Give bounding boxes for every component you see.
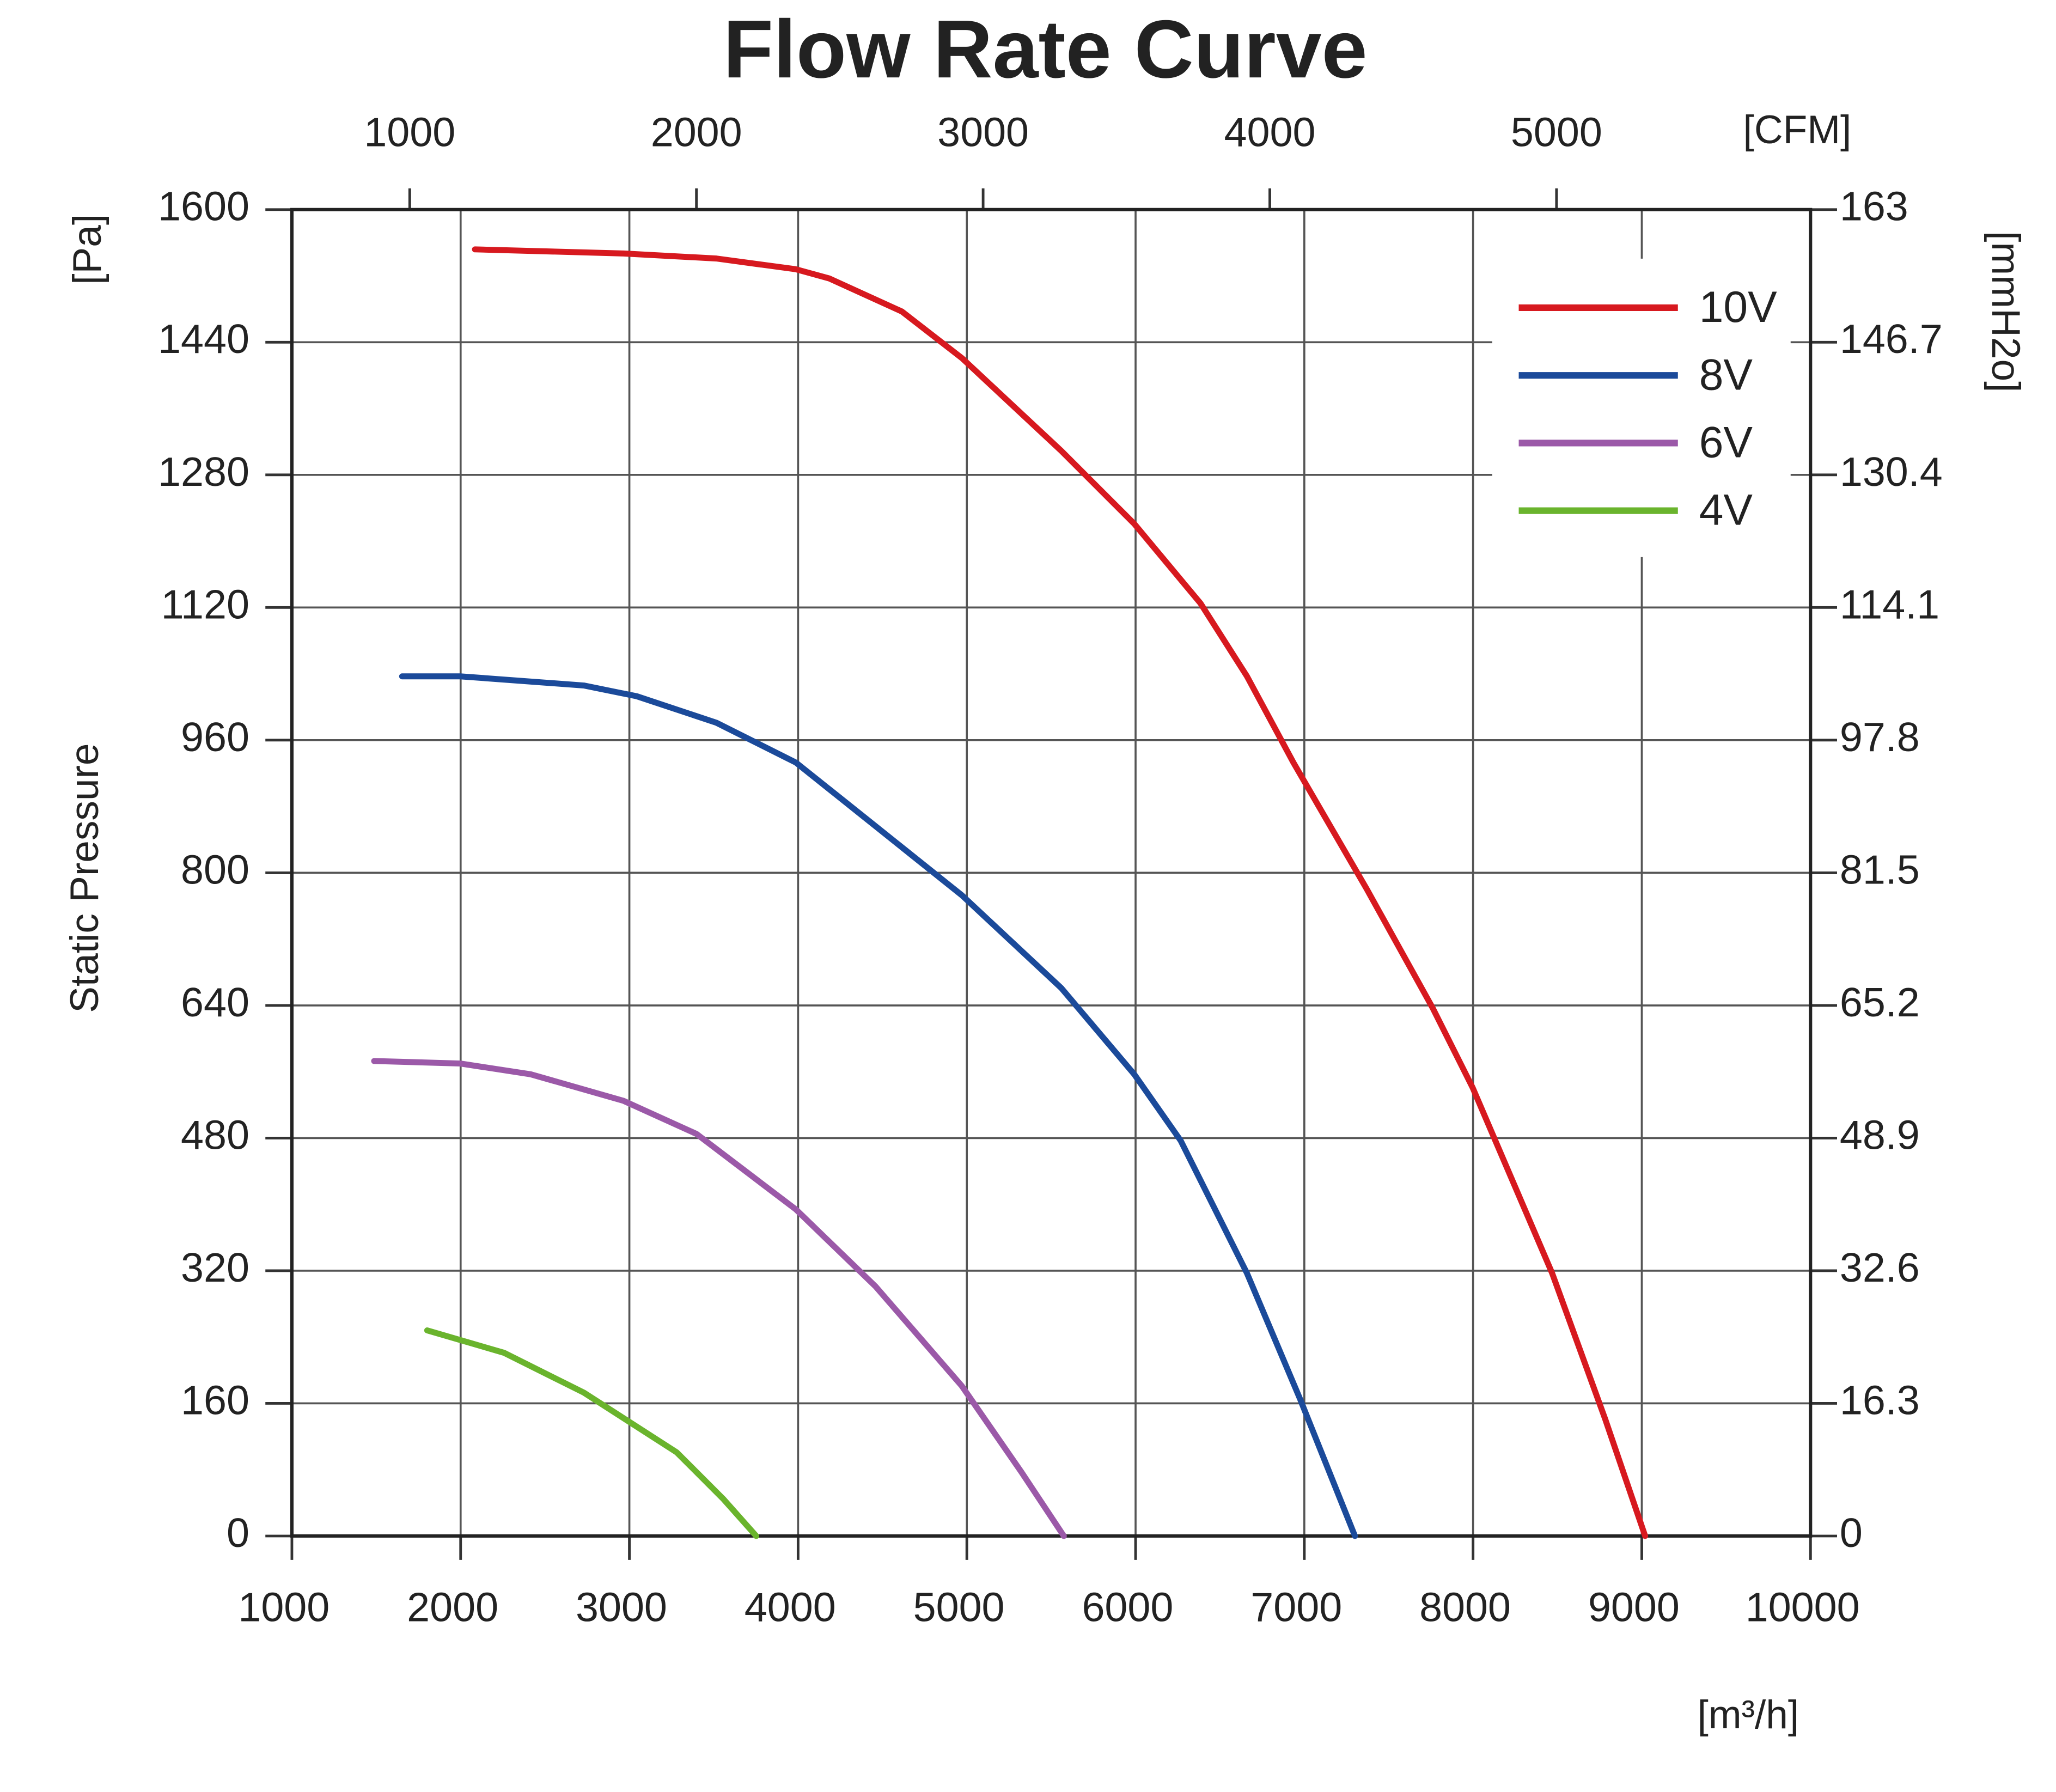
x-tick-label: 8000	[1419, 1584, 1511, 1630]
x2-tick-label: 3000	[937, 109, 1029, 155]
y-tick-label: 800	[181, 846, 249, 892]
y2-tick-label: 48.9	[1840, 1112, 1920, 1157]
y-unit: [Pa]	[65, 214, 109, 285]
y-tick-label: 0	[227, 1510, 249, 1556]
y-tick-label: 640	[181, 979, 249, 1025]
x2-tick-label: 2000	[651, 109, 742, 155]
plot-frame	[290, 208, 1813, 1538]
x-tick-label: 6000	[1082, 1584, 1173, 1630]
y2-tick-label: 16.3	[1840, 1377, 1920, 1423]
y-tick-label: 160	[181, 1377, 249, 1423]
legend-label: 10V	[1699, 283, 1777, 332]
x2-unit: [CFM]	[1743, 108, 1852, 152]
y2-tick-label: 97.8	[1840, 714, 1920, 760]
x-tick-label: 10000	[1746, 1584, 1860, 1630]
y-tick-label: 1120	[161, 581, 249, 627]
y-tick-label: 480	[181, 1112, 249, 1157]
y-tick-label: 960	[181, 714, 249, 760]
x-tick-label: 1000	[238, 1584, 330, 1630]
series-line	[399, 673, 1358, 1539]
x-tick-label: 7000	[1250, 1584, 1342, 1630]
y-axis-label: Static Pressure	[63, 743, 107, 1013]
x-tick-label: 2000	[407, 1584, 498, 1630]
legend-label: 8V	[1699, 350, 1753, 399]
y2-tick-label: 81.5	[1840, 846, 1920, 892]
y2-tick-label: 163	[1840, 184, 1908, 229]
chart-title: Flow Rate Curve	[723, 3, 1368, 95]
y2-tick-label: 146.7	[1840, 316, 1943, 362]
y-tick-label: 1280	[158, 449, 249, 495]
x2-tick-label: 5000	[1511, 109, 1602, 155]
y-tick-label: 1600	[158, 184, 249, 229]
y2-tick-label: 65.2	[1840, 979, 1920, 1025]
y2-tick-label: 32.6	[1840, 1245, 1920, 1290]
series-line	[371, 1058, 1067, 1539]
y2-tick-label: 130.4	[1840, 449, 1943, 495]
y-tick-label: 320	[181, 1245, 249, 1290]
x-tick-label: 3000	[576, 1584, 667, 1630]
y-tick-label: 1440	[158, 316, 249, 362]
legend-label: 6V	[1699, 418, 1753, 467]
series-line	[472, 246, 1649, 1539]
x-tick-label: 4000	[745, 1584, 836, 1630]
x2-tick-label: 1000	[364, 109, 455, 155]
legend-label: 4V	[1699, 486, 1753, 535]
x-tick-label: 5000	[913, 1584, 1005, 1630]
x-tick-label: 9000	[1588, 1584, 1680, 1630]
x-unit: [m³/h]	[1697, 1693, 1799, 1737]
series-line	[424, 1327, 760, 1539]
y2-tick-label: 0	[1840, 1510, 1863, 1556]
y2-unit: [mmH2o]	[1984, 231, 2028, 392]
y2-tick-label: 114.1	[1840, 581, 1939, 627]
x2-tick-label: 4000	[1224, 109, 1316, 155]
